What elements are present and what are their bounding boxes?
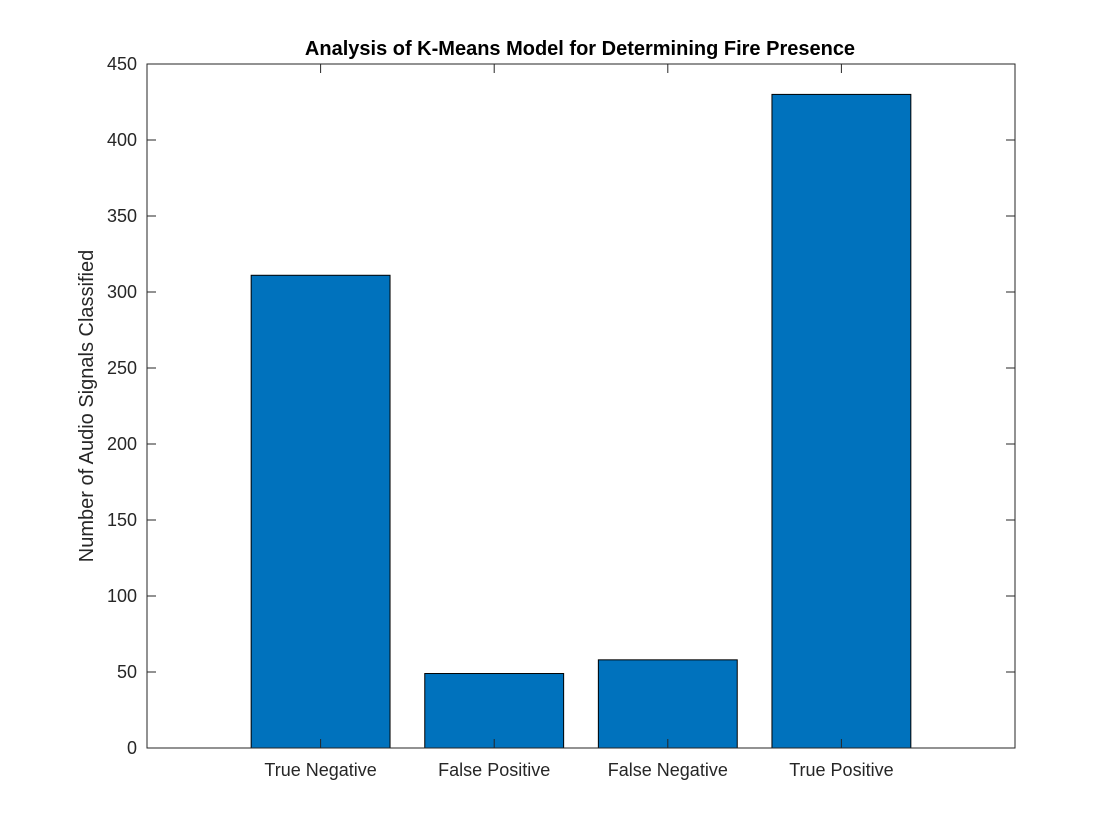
y-tick-label: 150 <box>107 510 137 530</box>
y-axis-label: Number of Audio Signals Classified <box>76 250 98 562</box>
y-tick-label: 100 <box>107 586 137 606</box>
x-tick-label: False Positive <box>438 760 550 780</box>
axes-group <box>146 63 1016 749</box>
y-tick-label: 350 <box>107 206 137 226</box>
x-tick-label: True Positive <box>789 760 893 780</box>
y-tick-label: 250 <box>107 358 137 378</box>
x-tick-label: False Negative <box>608 760 728 780</box>
bar-true-negative <box>250 274 391 749</box>
axes-box <box>146 63 1016 749</box>
y-tick-label: 400 <box>107 130 137 150</box>
y-tick-label: 200 <box>107 434 137 454</box>
y-tick-label: 50 <box>117 662 137 682</box>
x-tick-label: True Negative <box>264 760 376 780</box>
bar-false-positive <box>424 673 565 749</box>
ticks-group: 0 50 100 150 200 250 300 350 400 450 True Negative… <box>107 54 1015 780</box>
y-tick-label: 450 <box>107 54 137 74</box>
bars-group <box>250 93 912 749</box>
bar-true-positive <box>771 93 912 749</box>
chart-title: Analysis of K-Means Model for Determinin… <box>305 38 855 60</box>
y-tick-label: 300 <box>107 282 137 302</box>
bar-false-negative <box>597 659 738 749</box>
y-tick-label: 0 <box>127 738 137 758</box>
